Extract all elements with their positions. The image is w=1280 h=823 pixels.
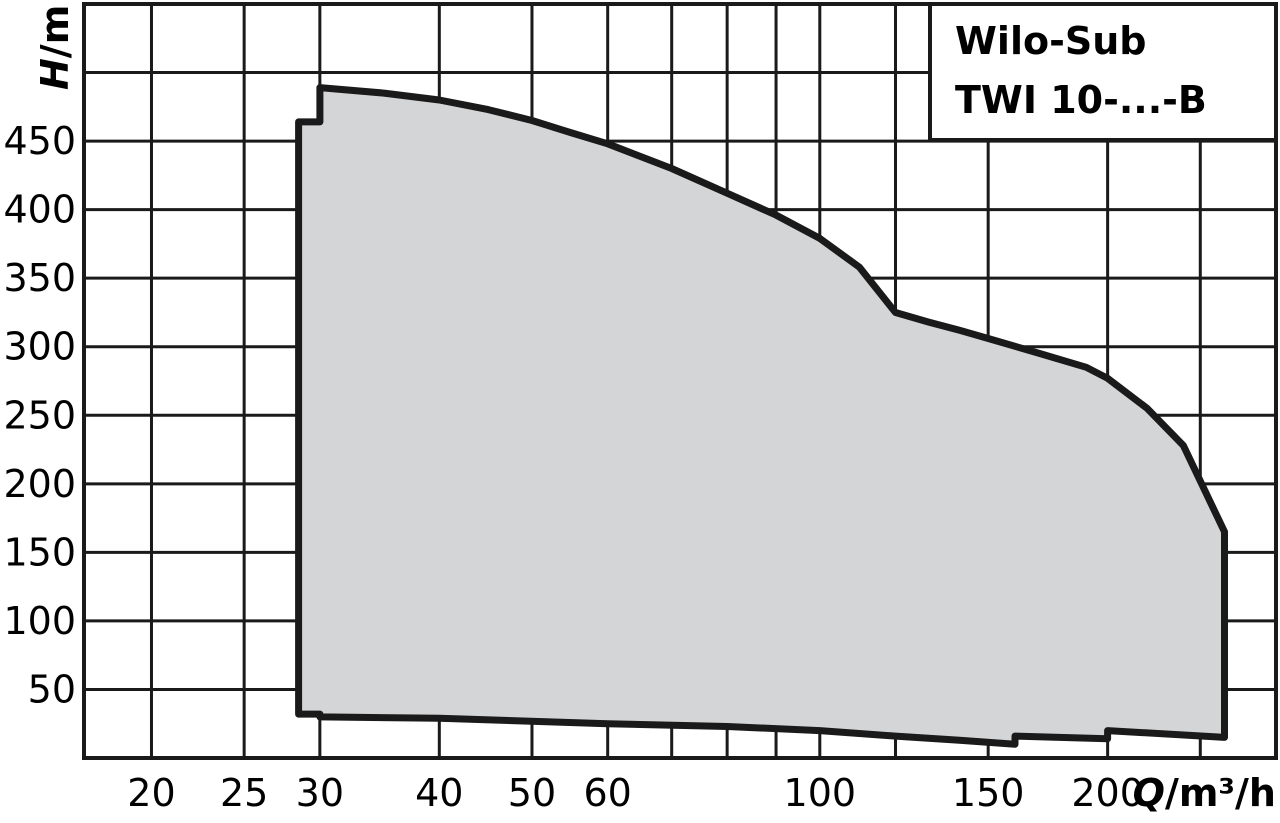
x-tick-label: 100 [784, 771, 857, 815]
y-tick-label: 200 [3, 462, 76, 506]
model-label-box: Wilo-Sub TWI 10-...-B [928, 2, 1278, 142]
y-axis-title: H/m [33, 5, 77, 90]
y-axis-title-symbol: H [33, 58, 77, 90]
y-tick-label: 100 [3, 599, 76, 643]
frame-layer [82, 2, 1278, 760]
chart-title: Wilo-Sub [955, 19, 1146, 63]
svg-text:H/m: H/m [33, 5, 77, 90]
x-tick-label: 30 [296, 771, 344, 815]
y-tick-label: 250 [3, 393, 76, 437]
x-tick-label: 60 [584, 771, 632, 815]
x-tick-label: 150 [952, 771, 1025, 815]
plot-frame [82, 2, 1278, 760]
x-tick-label: 200 [1071, 771, 1144, 815]
model-label-frame [928, 2, 1278, 142]
y-tick-label: 450 [3, 119, 76, 163]
y-tick-label: 50 [28, 667, 76, 711]
y-tick-label: 300 [3, 325, 76, 369]
y-axis-title-unit: /m [33, 5, 77, 58]
y-tick-label: 150 [3, 530, 76, 574]
tick-label-layer: 50 100 150 200 250 300 350 400 450 20 25 30 40 50 60 10… [3, 119, 1143, 815]
x-axis-title: Q/m³/h [1133, 771, 1276, 815]
area-layer [295, 84, 1228, 748]
y-tick-label: 350 [3, 256, 76, 300]
x-tick-label: 20 [127, 771, 175, 815]
x-tick-label: 25 [220, 771, 268, 815]
svg-text:Q/m³/h: Q/m³/h [1133, 771, 1276, 815]
chart-subtitle: TWI 10-...-B [955, 78, 1207, 122]
x-tick-label: 40 [415, 771, 463, 815]
x-tick-label: 50 [508, 771, 556, 815]
y-tick-label: 400 [3, 188, 76, 232]
x-axis-title-symbol: Q [1133, 771, 1165, 815]
x-axis-title-unit: /m³/h [1165, 771, 1276, 815]
operating-range-area [295, 84, 1228, 748]
